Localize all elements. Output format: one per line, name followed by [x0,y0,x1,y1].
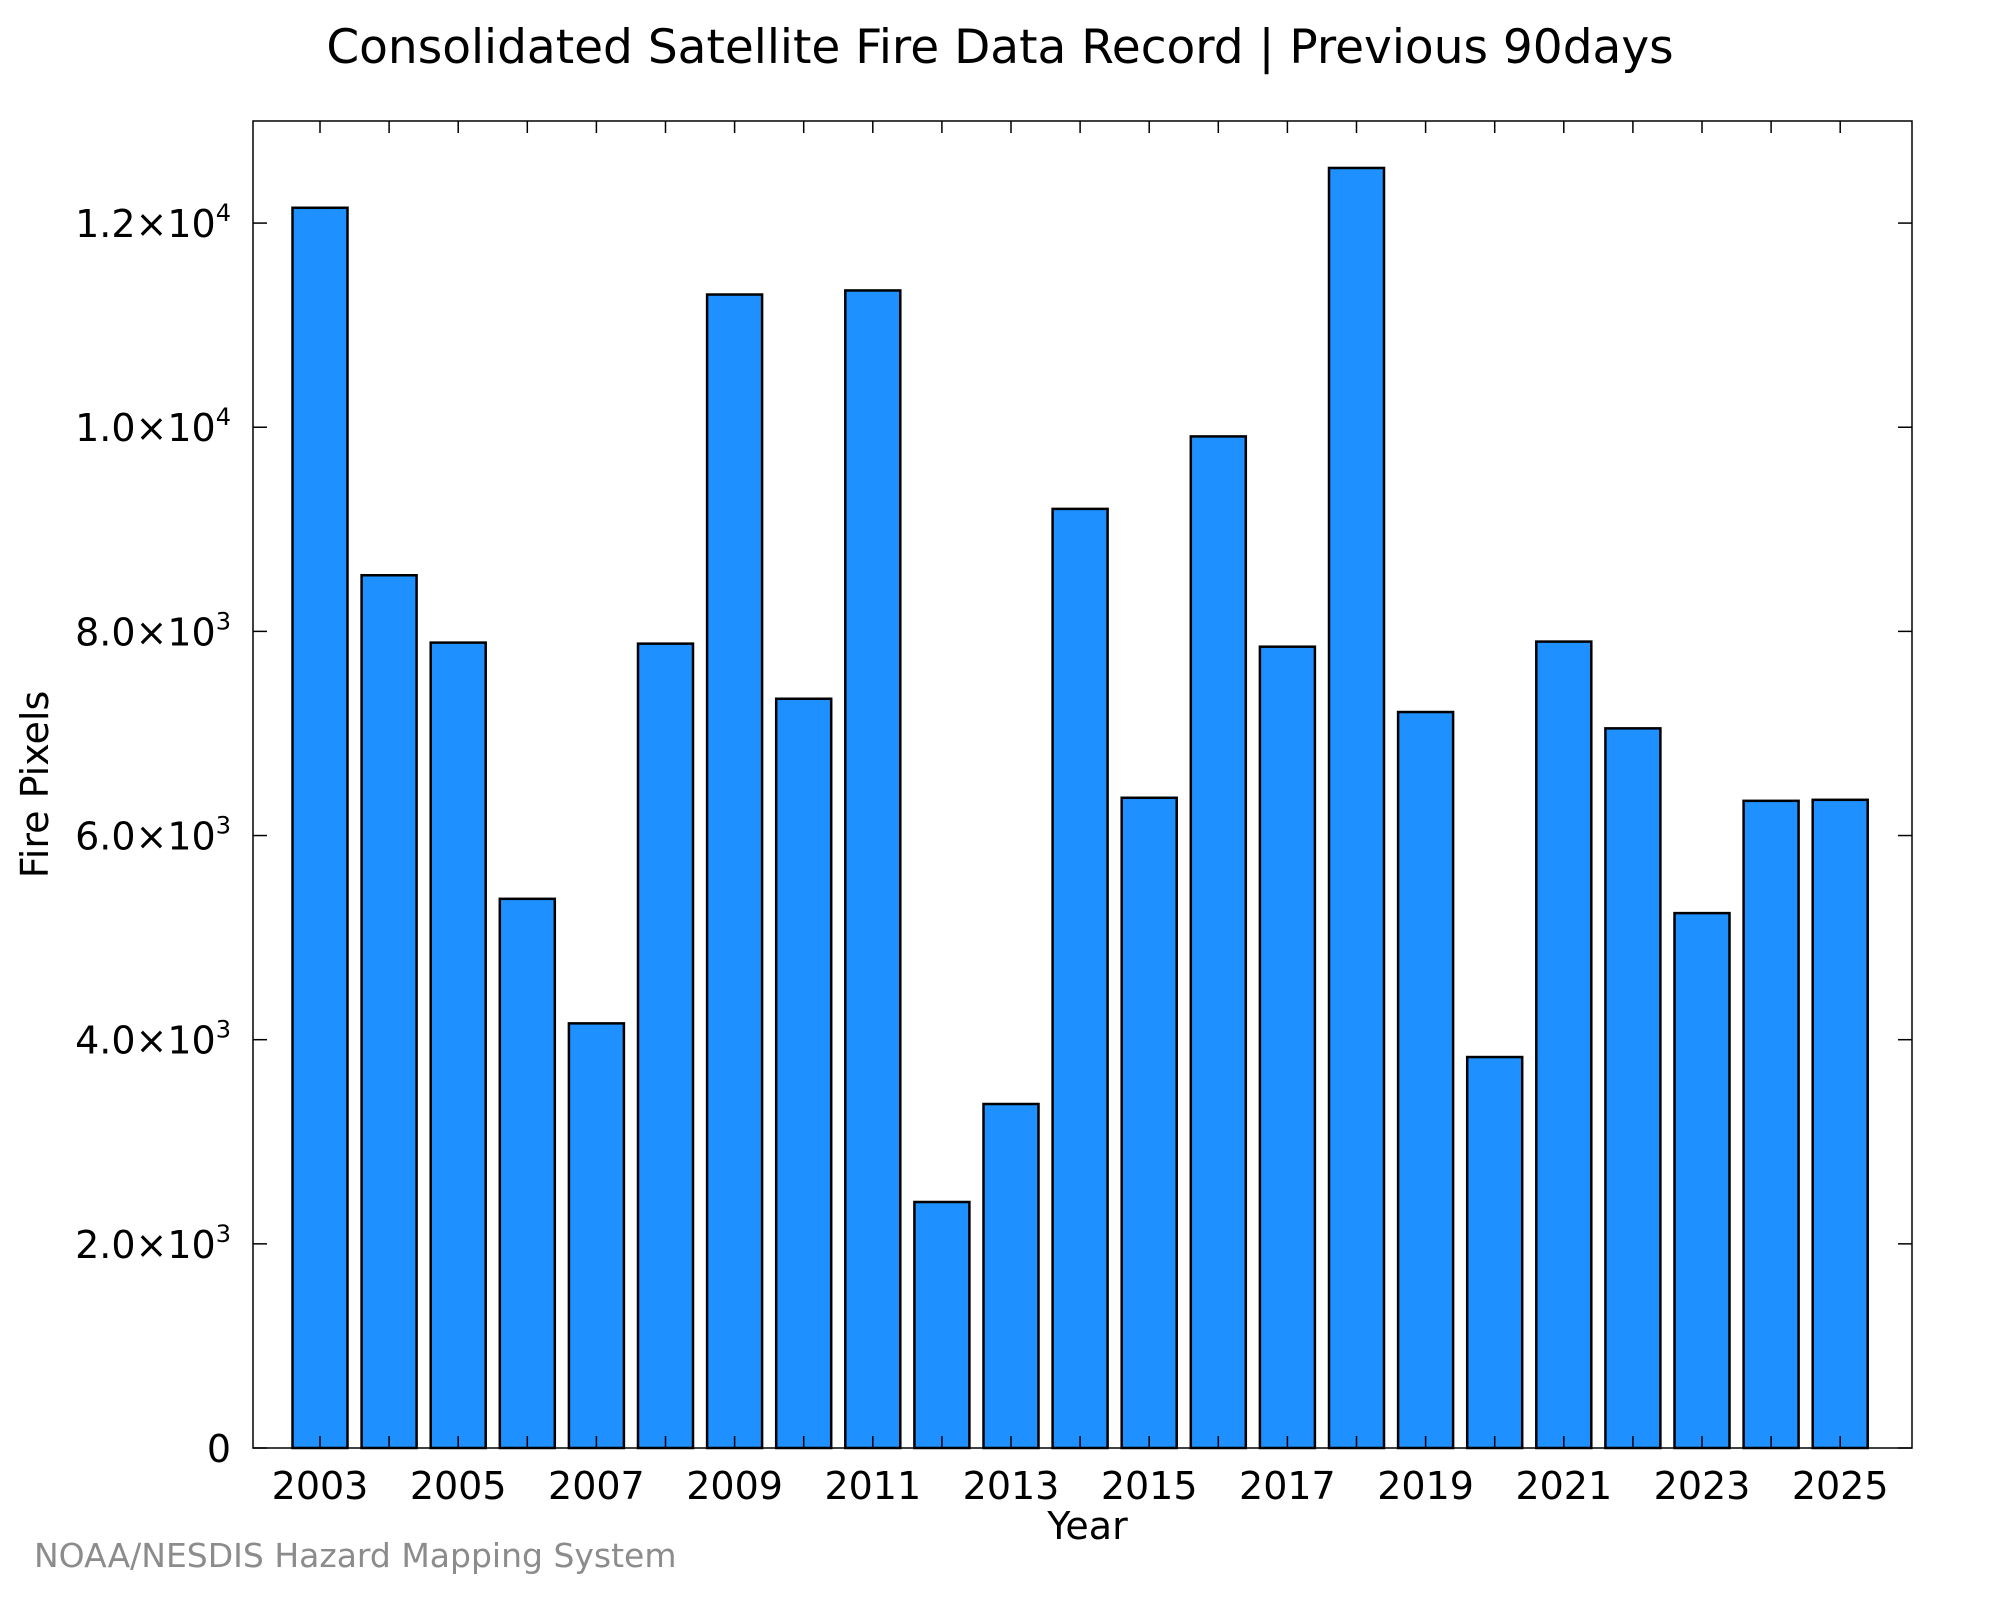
bar-2024 [1742,799,1800,1450]
x-tick-label-2025: 2025 [1792,1464,1889,1508]
bar-2007 [567,1022,626,1450]
bar-2014 [1051,507,1109,1450]
bar-2003 [291,206,349,1450]
y-tick-label-6000: 6.0×103 [75,812,231,859]
x-tick-label-2015: 2015 [1101,1464,1198,1508]
x-tick-label-2009: 2009 [686,1464,783,1508]
bar-2010 [774,697,833,1450]
y-tick-label-8000: 8.0×103 [75,607,231,654]
plot-frame [252,120,1913,1449]
x-tick-label-2005: 2005 [410,1464,507,1508]
x-tick-label-2003: 2003 [272,1464,369,1508]
x-tick-label-2011: 2011 [824,1464,921,1508]
y-ticks-group: 0 2.0×103 4.0×103 6.0×103 8.0×103 1.0×104 1.2×… [75,199,1912,1471]
bar-2017 [1258,645,1317,1450]
bars-group [291,166,1869,1450]
bar-2021 [1535,640,1593,1450]
x-tick-label-2017: 2017 [1239,1464,1336,1508]
bar-2018 [1327,166,1386,1450]
x-tick-label-2019: 2019 [1377,1464,1474,1508]
source-credit: NOAA/NESDIS Hazard Mapping System [34,1536,677,1575]
x-tick-label-2021: 2021 [1515,1464,1612,1508]
x-axis-label: Year [1046,1504,1128,1548]
bar-2006 [498,897,557,1450]
bar-2015 [1120,796,1178,1450]
x-tick-label-2013: 2013 [963,1464,1060,1508]
x-ticks-group: 2003 2005 2007 2009 2011 2013 2015 2017 2019 2021… [272,121,1889,1508]
bar-2016 [1189,435,1248,1450]
bar-2012 [913,1200,971,1450]
bar-2013 [982,1102,1040,1450]
bar-2005 [429,641,487,1450]
x-tick-label-2007: 2007 [548,1464,645,1508]
bar-2009 [705,293,764,1450]
y-axis-label: Fire Pixels [13,691,57,879]
y-tick-label-4000: 4.0×103 [75,1016,231,1063]
chart-title: Consolidated Satellite Fire Data Record … [326,20,1674,75]
y-tick-label-2000: 2.0×103 [75,1220,231,1267]
bar-2025 [1811,798,1869,1450]
bar-2023 [1673,911,1731,1450]
x-tick-label-2023: 2023 [1654,1464,1751,1508]
y-tick-label-10000: 1.0×104 [75,403,231,450]
bar-2020 [1465,1055,1524,1450]
y-tick-label-12000: 1.2×104 [75,199,231,246]
bar-2004 [360,573,418,1450]
bar-2011 [844,289,902,1450]
bar-2019 [1396,710,1455,1450]
y-tick-label-0: 0 [207,1427,231,1471]
bar-2008 [636,642,695,1450]
bar-2022 [1604,727,1662,1450]
